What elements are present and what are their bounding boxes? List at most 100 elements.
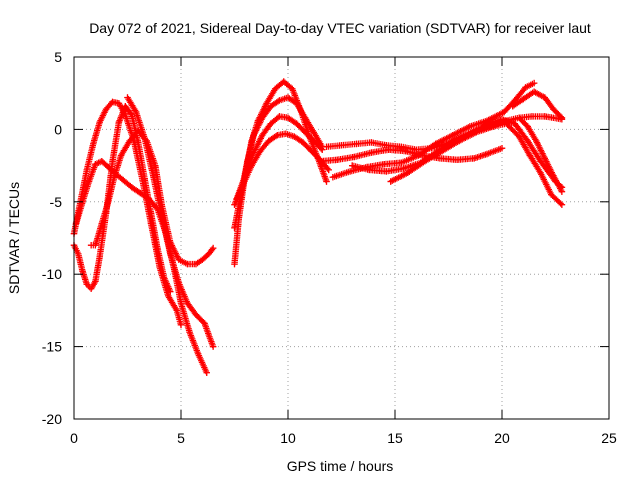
data-point xyxy=(115,118,123,126)
data-point xyxy=(137,189,144,197)
data-point xyxy=(325,166,332,174)
x-tick-label: 25 xyxy=(601,430,617,446)
data-point xyxy=(338,142,345,149)
x-tick-label: 0 xyxy=(70,430,78,446)
series-trace-15 xyxy=(509,88,566,122)
data-point xyxy=(128,111,135,119)
x-tick-label: 5 xyxy=(177,430,185,446)
data-point xyxy=(201,320,208,327)
data-point xyxy=(105,163,112,171)
data-point xyxy=(483,150,491,158)
y-tick-label: -20 xyxy=(42,411,62,427)
series-trace-16 xyxy=(515,114,566,195)
data-point xyxy=(271,85,279,93)
data-point xyxy=(541,155,548,162)
data-point xyxy=(398,159,405,166)
data-point xyxy=(524,123,531,130)
data-point xyxy=(135,139,142,146)
x-axis-label: GPS time / hours xyxy=(287,458,394,474)
y-tick-label: -10 xyxy=(42,266,62,282)
data-point xyxy=(280,78,287,85)
data-point xyxy=(83,281,91,288)
data-point xyxy=(520,95,527,103)
data-series xyxy=(70,78,566,376)
x-tick-label: 15 xyxy=(387,430,403,446)
data-point xyxy=(231,201,238,208)
data-point xyxy=(209,244,217,252)
data-point xyxy=(274,131,281,139)
data-point xyxy=(432,140,439,148)
data-point xyxy=(421,158,429,165)
y-tick-label: 0 xyxy=(54,121,62,137)
data-point xyxy=(122,103,129,110)
data-point xyxy=(323,178,330,185)
data-point xyxy=(453,156,461,164)
series-trace-9 xyxy=(233,113,326,203)
data-point xyxy=(141,175,148,182)
data-point xyxy=(400,165,407,172)
data-point xyxy=(267,103,275,110)
data-point xyxy=(132,108,140,116)
data-point xyxy=(141,134,148,142)
data-point xyxy=(115,100,123,107)
data-point xyxy=(537,169,544,177)
data-point xyxy=(177,321,185,329)
data-point xyxy=(124,94,131,101)
data-point xyxy=(515,133,523,140)
data-point xyxy=(329,173,337,181)
data-point xyxy=(346,168,354,175)
data-point xyxy=(310,137,317,145)
data-point xyxy=(126,137,133,145)
data-point xyxy=(98,220,106,227)
data-point xyxy=(515,114,523,122)
series-trace-14 xyxy=(387,120,566,208)
data-point xyxy=(466,123,474,130)
data-point xyxy=(387,178,394,185)
data-point xyxy=(194,350,202,358)
data-point xyxy=(558,114,566,122)
data-point xyxy=(541,113,548,120)
data-point xyxy=(87,285,95,292)
data-point xyxy=(158,213,165,220)
y-tick-label: -15 xyxy=(42,339,62,355)
data-point xyxy=(184,260,191,268)
y-tick-label: -5 xyxy=(50,194,63,210)
data-point xyxy=(92,160,99,168)
marker-trail xyxy=(70,98,185,329)
data-point xyxy=(284,114,292,122)
data-point xyxy=(541,94,548,101)
chart-title: Day 072 of 2021, Sidereal Day-to-day VTE… xyxy=(89,20,591,36)
data-point xyxy=(177,299,185,307)
data-point xyxy=(308,147,315,155)
marker-trail xyxy=(515,114,566,195)
data-point xyxy=(175,279,183,287)
data-point xyxy=(415,152,422,159)
data-point xyxy=(299,139,307,146)
data-point xyxy=(98,158,106,165)
data-point xyxy=(79,268,86,275)
data-point xyxy=(75,250,82,258)
data-point xyxy=(550,172,557,179)
data-point xyxy=(558,188,566,195)
data-point xyxy=(449,131,456,139)
y-axis-label: SDTVAR / TECUs xyxy=(6,182,22,294)
data-point xyxy=(383,168,390,175)
data-point xyxy=(109,98,116,106)
data-point xyxy=(164,292,172,300)
data-point xyxy=(485,120,493,127)
data-point xyxy=(128,184,135,191)
data-point xyxy=(526,152,534,159)
data-point xyxy=(147,210,155,217)
data-point xyxy=(276,97,283,104)
data-point xyxy=(167,250,174,258)
data-point xyxy=(145,195,153,203)
data-point xyxy=(199,256,206,263)
data-point xyxy=(209,343,217,350)
data-point xyxy=(291,133,298,140)
data-point xyxy=(259,114,266,122)
data-point xyxy=(111,172,118,179)
data-point xyxy=(192,260,200,268)
data-point xyxy=(509,103,516,110)
data-point xyxy=(231,224,238,232)
